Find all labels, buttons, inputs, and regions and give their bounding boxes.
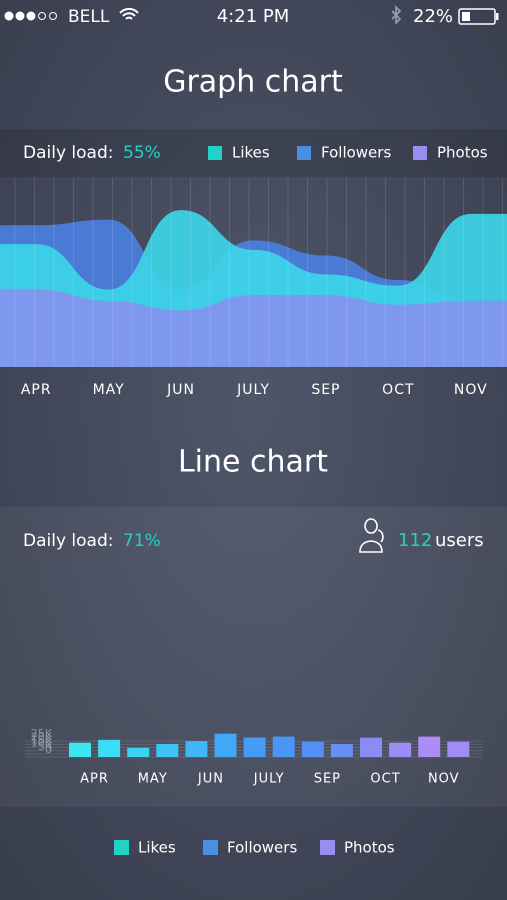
users-icon	[359, 518, 384, 553]
y-tick-label: 15K	[31, 734, 53, 747]
bar	[360, 737, 382, 757]
legend-swatch	[203, 840, 218, 855]
x-tick-label: NOV	[454, 382, 488, 398]
bar	[272, 736, 295, 757]
legend-swatch	[114, 840, 129, 855]
legend-label: Likes	[138, 839, 176, 857]
legend-label: Followers	[227, 839, 297, 857]
x-tick-label: SEP	[314, 772, 341, 787]
panel	[0, 507, 507, 807]
y-tick-label: 5K	[38, 740, 53, 753]
legend-swatch	[413, 146, 427, 160]
bar	[243, 737, 266, 757]
time: 4:21 PM	[217, 6, 290, 27]
bar	[330, 743, 353, 757]
bluetooth-icon	[391, 5, 402, 25]
daily-load-value: 71%	[123, 531, 161, 551]
graph-title: Graph chart	[163, 65, 343, 100]
y-tick-label: 10K	[31, 737, 53, 750]
users-count: 112	[398, 530, 432, 551]
x-tick-label: NOV	[428, 772, 460, 787]
x-tick-label: JULY	[253, 772, 285, 787]
x-tick-label: JUN	[166, 382, 195, 398]
legend-label: Likes	[232, 144, 270, 162]
bar	[301, 741, 324, 757]
daily-load-label: Daily load:	[23, 531, 113, 551]
carrier: BELL	[68, 7, 110, 27]
x-tick-label: SEP	[311, 382, 340, 398]
legend-swatch	[320, 840, 335, 855]
x-tick-label: MAY	[138, 772, 168, 787]
area	[0, 289, 507, 367]
y-tick-label: 25K	[31, 727, 53, 740]
legend-label: Followers	[321, 144, 391, 162]
legend-label: Photos	[344, 839, 395, 857]
bar	[98, 739, 121, 757]
legend-swatch	[297, 146, 311, 160]
bar	[69, 742, 91, 757]
daily-load-label: Daily load:	[23, 143, 113, 163]
x-tick-label: MAY	[93, 382, 125, 398]
wifi-icon	[119, 7, 139, 20]
bar	[447, 741, 470, 757]
y-tick-label: 20K	[31, 730, 53, 743]
battery-level: 22%	[413, 6, 453, 27]
x-tick-label: APR	[21, 382, 52, 398]
bar	[185, 741, 208, 757]
bar	[156, 743, 179, 757]
x-tick-label: APR	[80, 772, 109, 787]
battery-fill	[462, 12, 470, 21]
legend-label: Photos	[437, 144, 488, 162]
bar	[389, 742, 412, 757]
x-tick-label: JULY	[236, 382, 270, 398]
x-tick-label: OCT	[370, 772, 400, 787]
x-tick-label: OCT	[382, 382, 414, 398]
bar	[214, 733, 237, 757]
bar	[418, 736, 441, 757]
daily-load-value: 55%	[123, 143, 161, 163]
signal	[4, 11, 57, 21]
battery-tip	[496, 13, 499, 20]
bar-title: Line chart	[178, 445, 328, 480]
battery-icon	[458, 8, 496, 25]
bar	[127, 747, 150, 757]
y-tick-label: 0	[45, 743, 52, 756]
users-label: users	[435, 530, 484, 551]
legend-swatch	[208, 146, 222, 160]
x-tick-label: JUN	[197, 772, 224, 787]
